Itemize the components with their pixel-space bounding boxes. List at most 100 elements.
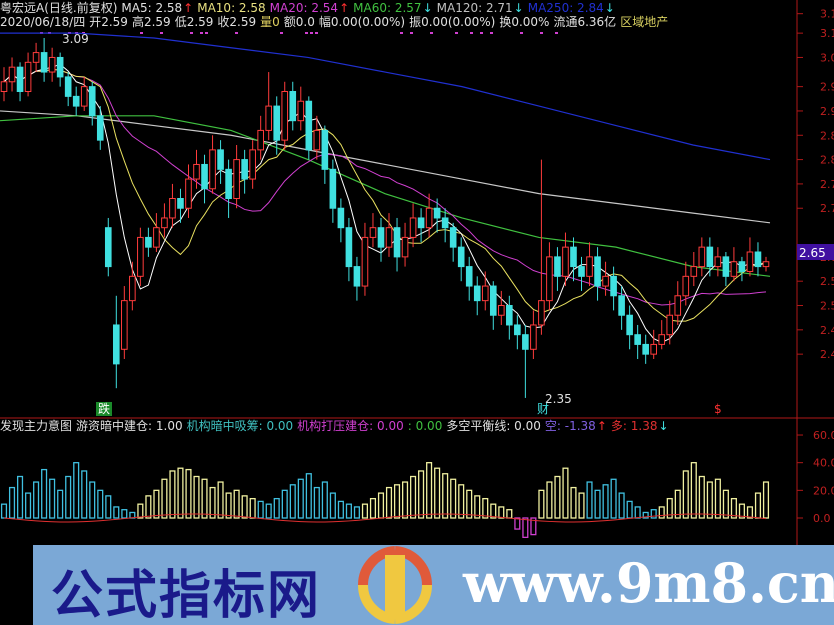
candle	[762, 256, 770, 272]
indicator-bar	[586, 481, 593, 519]
candle	[137, 227, 144, 287]
indicator-bar	[538, 489, 545, 519]
candle-body	[425, 207, 433, 229]
ma120-line	[0, 110, 771, 224]
legend-item: 空: -1.38	[544, 419, 596, 433]
legend-item: MA250: 2.84	[527, 1, 604, 15]
candle-body	[96, 115, 104, 141]
candle-body	[377, 227, 385, 248]
indicator-bar	[225, 492, 232, 519]
signal-dot	[410, 32, 413, 34]
candle	[666, 300, 674, 345]
legend-item: 粤宏远A(日线.前复权)	[0, 1, 118, 15]
candle-body	[249, 149, 256, 180]
indicator-bar	[418, 470, 425, 519]
candle-body	[129, 275, 136, 302]
indicator-bar	[401, 481, 409, 519]
indicator-bar	[393, 484, 401, 519]
indicator-bar	[666, 497, 673, 519]
indicator-bar	[458, 484, 465, 519]
ma10-line	[3, 68, 767, 322]
candle-body	[225, 168, 232, 200]
legend-item: 多: 1.38	[610, 419, 658, 433]
indicator-bar	[562, 467, 569, 519]
candle-body	[762, 261, 770, 268]
indicator-bar	[49, 478, 56, 519]
candle	[345, 217, 353, 282]
candle-body	[177, 198, 184, 209]
indicator-bar	[57, 489, 64, 519]
candle-body	[481, 285, 489, 302]
candle-body	[281, 91, 289, 141]
candle	[0, 67, 8, 102]
candle-body	[297, 100, 305, 122]
indicator-bar	[642, 511, 649, 519]
candle	[8, 57, 16, 92]
candle	[497, 290, 505, 325]
indicator-bar	[522, 517, 529, 539]
price-chart[interactable]: 3.143.103.052.992.942.892.842.792.742.64…	[0, 0, 834, 545]
candle-body	[602, 275, 609, 287]
indicator-bar	[297, 478, 304, 519]
candle-body	[642, 343, 649, 355]
indicator-bar	[730, 497, 737, 519]
indicator-bar	[25, 492, 32, 519]
legend-item: 游资暗中建仓: 1.00	[76, 419, 183, 433]
candle	[201, 154, 208, 204]
watermark-cn: 公式指标网	[51, 566, 322, 625]
indicator-bar	[273, 497, 280, 519]
candle-body	[121, 300, 128, 350]
indicator-bar	[153, 489, 160, 519]
candle	[393, 217, 401, 272]
candle	[16, 62, 24, 102]
legend-item: 幅0.00(0.00%)	[318, 15, 406, 29]
indicator-bar	[738, 503, 745, 519]
candle	[441, 208, 449, 243]
candle	[530, 310, 537, 360]
balance-line	[3, 513, 767, 523]
candle-body	[305, 100, 313, 151]
indicator-bar	[754, 492, 762, 519]
candle-body	[32, 52, 40, 63]
candle-body	[738, 261, 746, 272]
candle	[377, 217, 385, 262]
candle	[209, 135, 216, 194]
candle	[257, 115, 264, 160]
indicator-bar	[514, 517, 521, 530]
signal-cai: 财	[537, 402, 549, 416]
indicator-bar	[89, 481, 96, 519]
high-price-label: 3.09	[62, 32, 89, 46]
candle	[514, 315, 521, 350]
indicator-bar	[626, 500, 633, 519]
candle-body	[730, 261, 738, 277]
candle-body	[201, 163, 208, 190]
candle	[722, 252, 730, 287]
legend-item: MA10: 2.58	[197, 1, 266, 15]
indicator-bar	[193, 475, 200, 519]
candle-body	[241, 159, 248, 180]
indicator-bar	[570, 486, 577, 519]
candle-body	[618, 295, 625, 316]
candle	[32, 42, 40, 73]
candle	[337, 198, 345, 243]
candle	[506, 295, 513, 340]
candle-body	[273, 105, 281, 141]
signal-dot	[470, 32, 473, 34]
candle-body	[321, 129, 329, 170]
candle-body	[722, 256, 730, 277]
arrow-up-icon: ↑	[339, 1, 350, 15]
signal-dot	[430, 32, 433, 34]
indicator-bar	[482, 497, 489, 519]
candle	[594, 247, 601, 301]
candle-body	[578, 266, 585, 277]
candle-body	[48, 56, 56, 73]
candle	[185, 164, 192, 218]
candle-body	[522, 334, 529, 350]
price-tick-label: 2.74	[820, 202, 834, 215]
indicator-bar	[265, 503, 272, 519]
indicator-bar	[490, 503, 497, 519]
candle	[64, 72, 72, 107]
price-tick-label: 2.99	[820, 81, 834, 94]
indicator-bar	[410, 475, 417, 519]
arrow-down-icon: ↓	[422, 1, 433, 15]
